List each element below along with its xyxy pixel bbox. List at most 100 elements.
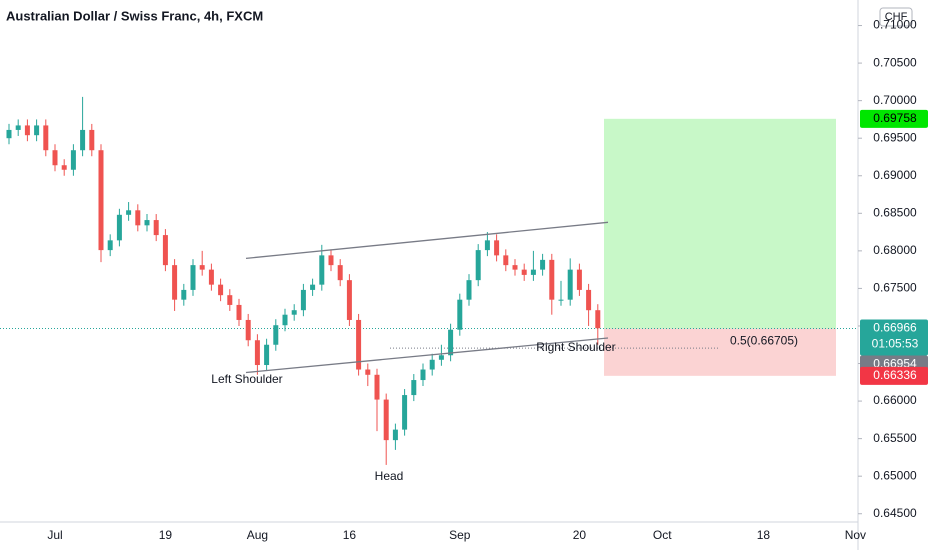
- candle-body: [549, 259, 555, 300]
- candle-body: [126, 210, 132, 215]
- candle-body: [61, 165, 67, 170]
- candle-body: [457, 299, 463, 330]
- stop-zone: [604, 328, 836, 376]
- candle-body: [365, 369, 371, 375]
- fib-label: 0.5(0.66705): [730, 333, 798, 347]
- y-tick-label: 0.66000: [873, 393, 917, 407]
- candle-body: [411, 380, 417, 396]
- candle-body: [218, 284, 224, 296]
- candle-body: [429, 359, 435, 370]
- candle-body: [540, 259, 546, 270]
- x-tick-label: Oct: [653, 528, 672, 542]
- candle-body: [70, 150, 76, 170]
- candle-body: [291, 310, 297, 315]
- candle-body: [521, 269, 527, 275]
- pattern-label: Right Shoulder: [536, 340, 615, 354]
- candle-body: [576, 269, 582, 290]
- x-tick-label: Aug: [247, 528, 268, 542]
- candle-body: [420, 369, 426, 381]
- y-tick-label: 0.68000: [873, 243, 917, 257]
- candle-body: [116, 214, 122, 241]
- candle-body: [199, 265, 205, 270]
- x-tick-label: 20: [573, 528, 587, 542]
- x-tick-label: 19: [159, 528, 173, 542]
- x-tick-label: 16: [343, 528, 357, 542]
- y-tick-label: 0.71000: [873, 18, 917, 32]
- candle-body: [484, 240, 490, 251]
- candle-body: [402, 395, 408, 430]
- y-tick-label: 0.65500: [873, 431, 917, 445]
- candle-body: [135, 210, 141, 226]
- price-badge: [860, 319, 928, 356]
- x-tick-label: Jul: [47, 528, 62, 542]
- candle-body: [264, 344, 270, 366]
- candle-body: [438, 355, 444, 360]
- candle-body: [346, 280, 352, 320]
- x-tick-label: Sep: [449, 528, 471, 542]
- candle-body: [319, 255, 325, 285]
- candle-body: [80, 129, 86, 151]
- candle-body: [337, 265, 343, 281]
- candle-body: [300, 289, 306, 311]
- target-zone: [604, 118, 836, 329]
- y-tick-label: 0.69500: [873, 130, 917, 144]
- price-badge-label: 0.66336: [873, 368, 917, 382]
- currency-label: CHF: [885, 11, 908, 23]
- candle-body: [392, 429, 398, 441]
- candle-body: [356, 319, 362, 370]
- trendline: [245, 337, 609, 374]
- candle-body: [89, 129, 95, 151]
- y-tick-label: 0.64500: [873, 506, 917, 520]
- candle-body: [208, 269, 214, 285]
- candle-body: [236, 304, 242, 320]
- candle-body: [254, 340, 260, 366]
- candle-body: [273, 325, 279, 345]
- candle-body: [162, 235, 168, 266]
- chart-title: Australian Dollar / Swiss Franc, 4h, FXC…: [6, 8, 263, 23]
- candle-body: [15, 125, 21, 130]
- price-badge-label: 0.69758: [873, 111, 917, 125]
- candle-body: [153, 220, 159, 236]
- candle-body: [586, 289, 592, 311]
- pattern-label: Left Shoulder: [211, 372, 282, 386]
- candle-body: [6, 129, 12, 139]
- trendline: [245, 221, 609, 260]
- candle-body: [245, 319, 251, 341]
- candle-body: [466, 280, 472, 300]
- candle-body: [558, 299, 564, 301]
- y-tick-label: 0.67500: [873, 281, 917, 295]
- y-tick-label: 0.69000: [873, 168, 917, 182]
- y-tick-label: 0.70000: [873, 93, 917, 107]
- candle-body: [374, 374, 380, 400]
- candle-body: [530, 269, 536, 275]
- candle-body: [383, 399, 389, 441]
- candle-body: [494, 240, 500, 256]
- candle-body: [52, 150, 58, 166]
- currency-badge: [879, 7, 913, 27]
- candle-body: [181, 289, 187, 300]
- price-badge-label: 0.66966: [873, 321, 917, 335]
- y-tick-label: 0.65000: [873, 468, 917, 482]
- pattern-label: Head: [375, 469, 404, 483]
- candle-body: [567, 269, 573, 300]
- y-tick-label: 0.68500: [873, 205, 917, 219]
- candle-body: [512, 265, 518, 270]
- candle-body: [595, 310, 601, 329]
- candle-body: [107, 240, 113, 251]
- candle-body: [475, 250, 481, 281]
- countdown: 01:05:53: [872, 337, 919, 351]
- candle-body: [24, 125, 30, 136]
- x-tick-label: Nov: [845, 528, 866, 542]
- candle-body: [43, 125, 49, 151]
- candle-body: [34, 125, 40, 136]
- candle-body: [282, 314, 288, 326]
- y-tick-label: 0.70500: [873, 55, 917, 69]
- candle-body: [448, 329, 454, 356]
- candle-body: [190, 265, 196, 290]
- plot-area: 0.5(0.66705) Left Shoulder Head Right Shoul…: [0, 96, 858, 483]
- candle-body: [328, 255, 334, 266]
- candle-body: [310, 284, 316, 290]
- candle-body: [144, 220, 150, 226]
- price-badge: [860, 109, 928, 128]
